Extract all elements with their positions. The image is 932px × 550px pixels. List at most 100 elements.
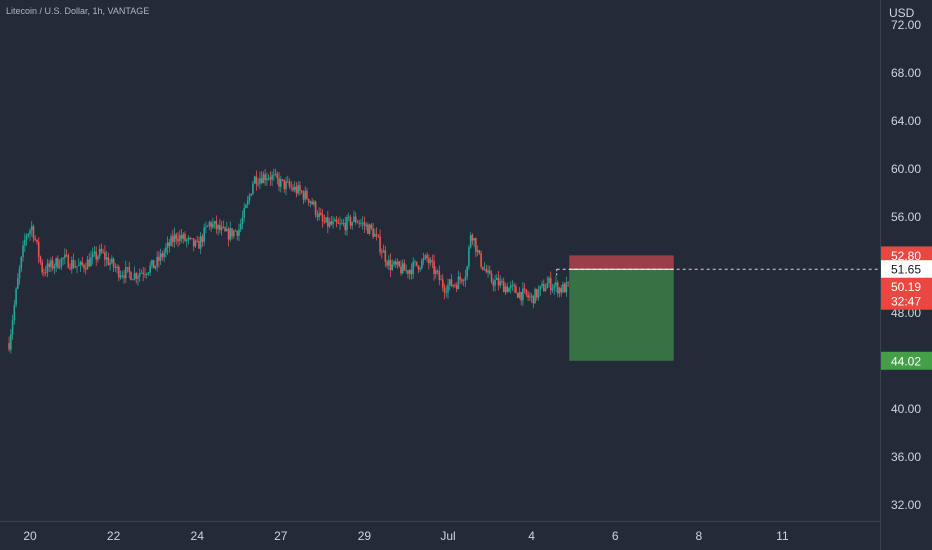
position-tool[interactable]: [556, 255, 880, 361]
candle-body: [64, 254, 66, 258]
candle-body: [34, 238, 37, 240]
candle-body: [93, 251, 96, 254]
candle-body: [400, 266, 402, 274]
candle-body: [445, 292, 448, 294]
candle-body: [259, 178, 261, 184]
candle-body: [562, 283, 564, 293]
candle-body: [429, 260, 432, 264]
candle-body: [513, 285, 515, 287]
x-tick-label: 6: [612, 529, 619, 543]
candle-body: [177, 238, 179, 242]
candle-body: [83, 265, 85, 269]
candle-body: [403, 263, 406, 271]
candle-body: [239, 223, 242, 230]
candle-body: [74, 266, 77, 268]
candle-body: [542, 283, 545, 292]
time-axis[interactable]: 20 22 24 27 29 Jul 4 6 8 11: [23, 529, 789, 543]
candle-body: [90, 257, 92, 267]
candle-body: [37, 241, 40, 257]
candle-body: [154, 266, 157, 269]
stop-loss-zone[interactable]: [569, 255, 674, 270]
candle-body: [299, 185, 301, 191]
candle-body: [166, 242, 169, 248]
candle-body: [163, 252, 165, 258]
candle-body: [192, 238, 195, 247]
candle-body: [375, 233, 378, 235]
entry-price-label-bg: [881, 260, 932, 279]
candle-body: [227, 228, 230, 240]
candle-body: [360, 222, 362, 224]
candle-body: [161, 253, 164, 258]
candle-body: [537, 289, 540, 298]
candle-body: [8, 343, 10, 350]
candle-body: [118, 266, 120, 278]
candle-body: [462, 280, 465, 282]
candle-body: [43, 272, 45, 274]
candle-body: [309, 201, 312, 203]
candle-body: [506, 286, 509, 292]
candle-body: [468, 247, 470, 267]
candle-body: [452, 285, 455, 287]
candle-body: [274, 173, 277, 175]
candle-body: [459, 276, 461, 280]
candle-body: [508, 287, 510, 292]
candle-body: [276, 173, 279, 179]
candle-body: [435, 270, 437, 274]
candle-body: [81, 261, 84, 266]
candle-body: [349, 216, 352, 226]
candle-body: [79, 261, 82, 265]
candle-body: [307, 198, 310, 203]
candle-body: [198, 241, 200, 249]
candle-body: [318, 212, 320, 217]
candle-body: [466, 266, 468, 277]
candle-body: [226, 228, 228, 232]
candle-body: [560, 287, 563, 293]
candle-body: [243, 207, 246, 218]
candle-body: [111, 258, 113, 263]
candle-body: [286, 181, 289, 183]
candle-body: [516, 293, 519, 298]
candle-body: [178, 235, 181, 242]
candle-body: [563, 283, 566, 293]
candle-body: [30, 226, 33, 231]
candle-body: [119, 275, 122, 278]
candle-body: [478, 250, 481, 254]
candle-body: [473, 238, 475, 241]
candle-body: [438, 271, 441, 280]
candle-body: [231, 228, 233, 237]
candle-body: [518, 291, 521, 298]
candle-body: [124, 267, 127, 278]
candle-body: [246, 200, 249, 206]
candle-body: [455, 285, 458, 290]
chart-title: Litecoin / U.S. Dollar, 1h, VANTAGE: [6, 6, 149, 16]
candle-body: [367, 224, 369, 234]
candle-body: [426, 255, 428, 259]
candle-body: [527, 294, 529, 298]
candle-body: [448, 279, 451, 285]
take-profit-zone[interactable]: [569, 269, 674, 361]
candle-body: [159, 253, 162, 261]
candle-body: [323, 221, 326, 223]
y-tick-label: 72.00: [891, 18, 921, 32]
candle-body: [515, 286, 517, 294]
candle-body: [320, 212, 322, 215]
candle-body: [351, 221, 354, 226]
candle-body: [408, 269, 411, 274]
candle-body: [112, 258, 115, 268]
price-axis[interactable]: 32.0036.0040.0044.0048.0052.0056.0060.00…: [891, 18, 921, 512]
candle-body: [454, 285, 456, 286]
candle-body: [257, 183, 259, 185]
candle-body: [300, 190, 303, 193]
candle-body: [382, 250, 385, 253]
candle-body: [549, 277, 552, 291]
candle-body: [149, 265, 151, 273]
candle-body: [556, 282, 559, 294]
candle-body: [210, 222, 212, 228]
candle-body: [321, 214, 324, 222]
candle-body: [374, 233, 376, 237]
candle-body: [50, 260, 52, 267]
candle-body: [281, 179, 284, 181]
candle-body: [266, 178, 268, 181]
candle-body: [428, 258, 430, 264]
